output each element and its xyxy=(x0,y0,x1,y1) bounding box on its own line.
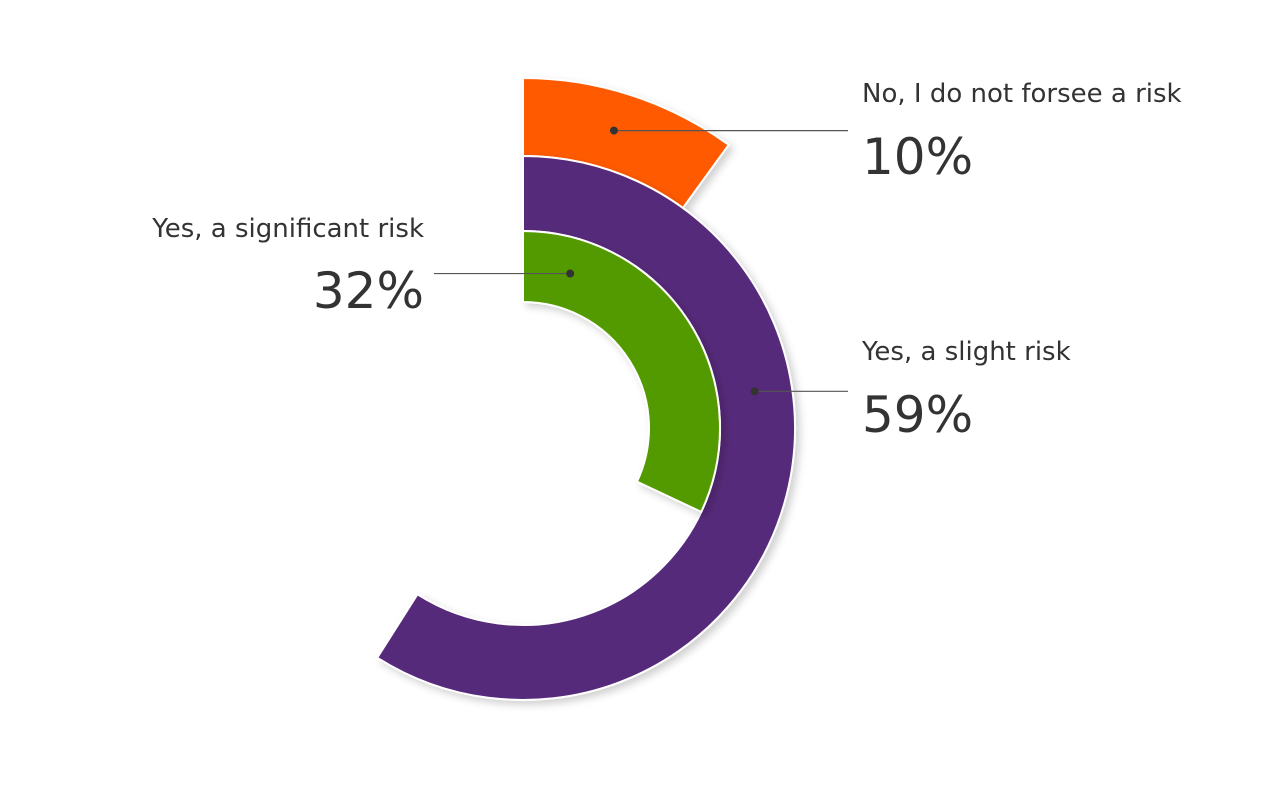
leader-dot xyxy=(609,126,618,135)
category-label: Yes, a slight risk xyxy=(861,337,1071,367)
category-label: No, I do not forsee a risk xyxy=(862,79,1182,109)
leader-dot xyxy=(566,269,575,278)
leader-dot xyxy=(750,387,759,396)
radial-bar xyxy=(522,229,721,514)
category-label: Yes, a significant risk xyxy=(151,214,424,244)
value-label: 10% xyxy=(862,128,973,186)
value-label: 59% xyxy=(862,386,973,444)
value-label: 32% xyxy=(313,262,424,320)
